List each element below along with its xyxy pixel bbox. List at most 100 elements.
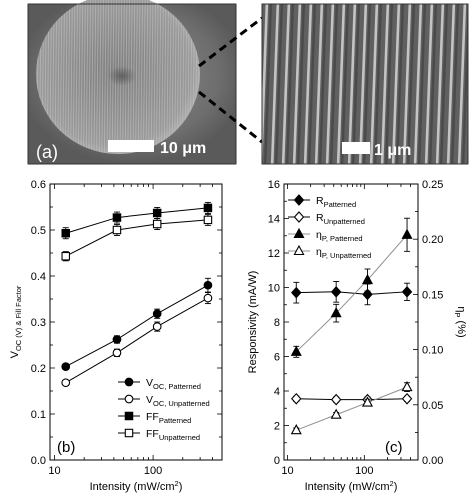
legend-entry: VOC, Patterned bbox=[146, 377, 201, 391]
data-point bbox=[290, 345, 302, 356]
grating-groove bbox=[285, 4, 295, 164]
grating-ridge bbox=[457, 4, 467, 164]
grating-ridge bbox=[391, 4, 401, 164]
legend-marker bbox=[293, 211, 305, 223]
y-tick-label: 0.3 bbox=[31, 317, 46, 329]
grating-line bbox=[75, 0, 79, 154]
series-line bbox=[65, 207, 208, 234]
data-point bbox=[401, 392, 413, 405]
legend-entry: ηP, Patterned bbox=[316, 229, 363, 243]
grating-groove bbox=[461, 4, 468, 164]
x-tick-label: 10 bbox=[281, 465, 293, 477]
y-tick-label: 12 bbox=[268, 248, 280, 260]
grating-ridge bbox=[470, 0, 474, 168]
grating-ridge bbox=[262, 4, 269, 164]
y-tick-label: 6 bbox=[274, 352, 280, 364]
grating-groove bbox=[340, 4, 350, 164]
chart-c: 10 100 0 2 4 6 8 10 12 14 16 0.00 0.05 0.10 0.15 0.20 0.… bbox=[247, 179, 467, 493]
data-point bbox=[330, 307, 342, 318]
data-point bbox=[203, 293, 213, 303]
grating-line bbox=[80, 0, 84, 154]
grating-groove bbox=[395, 4, 405, 164]
chart-b: 10 100 0.0 0.1 0.2 0.3 0.4 0.5 0.6 Intensity (mW/… bbox=[9, 179, 223, 493]
data-point bbox=[152, 219, 162, 229]
grating-ridge bbox=[325, 4, 335, 164]
grating-ridge bbox=[336, 4, 346, 164]
zoom-connector-top bbox=[198, 16, 263, 68]
data-point bbox=[203, 280, 213, 290]
series-2 bbox=[290, 217, 413, 358]
legend: VOC, Patterned VOC, Unpatterned FFPatterne… bbox=[118, 377, 210, 442]
grating-ridge bbox=[424, 4, 434, 164]
legend-marker bbox=[293, 194, 305, 206]
series-0 bbox=[61, 277, 213, 371]
data-point bbox=[361, 273, 374, 285]
grating-groove bbox=[263, 4, 273, 164]
panel-a-label: (a) bbox=[36, 142, 58, 162]
grating-ridge bbox=[303, 4, 313, 164]
data-point bbox=[112, 348, 122, 358]
grating-line bbox=[101, 0, 105, 154]
series-line bbox=[65, 284, 209, 368]
legend-entry: FFPatterned bbox=[146, 411, 191, 425]
grating-groove bbox=[362, 4, 372, 164]
grating-ridge bbox=[281, 4, 291, 164]
grating-ridge bbox=[347, 4, 357, 164]
series-line bbox=[295, 234, 408, 353]
y-tick-label: 0.1 bbox=[31, 409, 46, 421]
grating-ridge bbox=[369, 4, 379, 164]
grating-groove bbox=[318, 4, 328, 164]
legend-marker bbox=[124, 394, 134, 404]
y-tick-label: 14 bbox=[268, 214, 280, 226]
data-point bbox=[401, 380, 413, 392]
grating-groove bbox=[428, 4, 438, 164]
grating-line bbox=[106, 0, 110, 154]
y2-tick-label: 0.15 bbox=[422, 289, 443, 301]
plot-frame bbox=[49, 183, 223, 461]
x-tick-label: 10 bbox=[48, 465, 60, 477]
scale-bar-10um-label: 10 μm bbox=[160, 140, 206, 157]
y-tick-label: 10 bbox=[268, 283, 280, 295]
y-tick-label: 0.5 bbox=[31, 225, 46, 237]
scale-bar-1um bbox=[342, 142, 370, 154]
y2-tick-label: 0.00 bbox=[422, 455, 443, 467]
legend-marker bbox=[124, 377, 134, 387]
grating-ridge bbox=[270, 4, 280, 164]
x-tick-label: 100 bbox=[355, 465, 373, 477]
y2-tick-label: 0.10 bbox=[422, 345, 443, 357]
sem-overview-image bbox=[27, 0, 237, 165]
y-tick-label: 0 bbox=[274, 455, 280, 467]
grating-ridge bbox=[446, 4, 456, 164]
data-point bbox=[330, 393, 342, 406]
scale-bar-10um bbox=[108, 140, 154, 152]
grating-line bbox=[88, 0, 92, 154]
grating-line bbox=[77, 0, 81, 154]
data-point bbox=[401, 285, 413, 298]
series-1 bbox=[61, 292, 213, 388]
grating-line bbox=[98, 0, 102, 154]
y2-tick-label: 0.05 bbox=[422, 400, 443, 412]
series-3 bbox=[290, 380, 413, 435]
panel-label: (b) bbox=[57, 439, 75, 456]
data-point bbox=[203, 203, 213, 213]
y-tick-label: 2 bbox=[274, 421, 280, 433]
legend-entry: VOC, Unpatterned bbox=[146, 394, 210, 408]
series-line bbox=[65, 219, 208, 257]
grating-line bbox=[95, 0, 99, 154]
legend-entry: RUnpatterned bbox=[316, 212, 365, 226]
y-tick-label: 0.6 bbox=[31, 179, 46, 191]
series-0 bbox=[291, 281, 413, 306]
data-point bbox=[112, 213, 122, 222]
series-line bbox=[65, 297, 209, 384]
legend-marker bbox=[124, 428, 134, 438]
y2-tick-label: 0.20 bbox=[422, 234, 443, 246]
grating-groove bbox=[373, 4, 383, 164]
grating-ridge bbox=[380, 4, 390, 164]
legend-entry: FFUnpatterned bbox=[146, 428, 200, 442]
series-line bbox=[296, 291, 408, 295]
data-point bbox=[362, 288, 373, 301]
series-line bbox=[296, 398, 408, 401]
y-tick-label: 4 bbox=[274, 386, 280, 398]
